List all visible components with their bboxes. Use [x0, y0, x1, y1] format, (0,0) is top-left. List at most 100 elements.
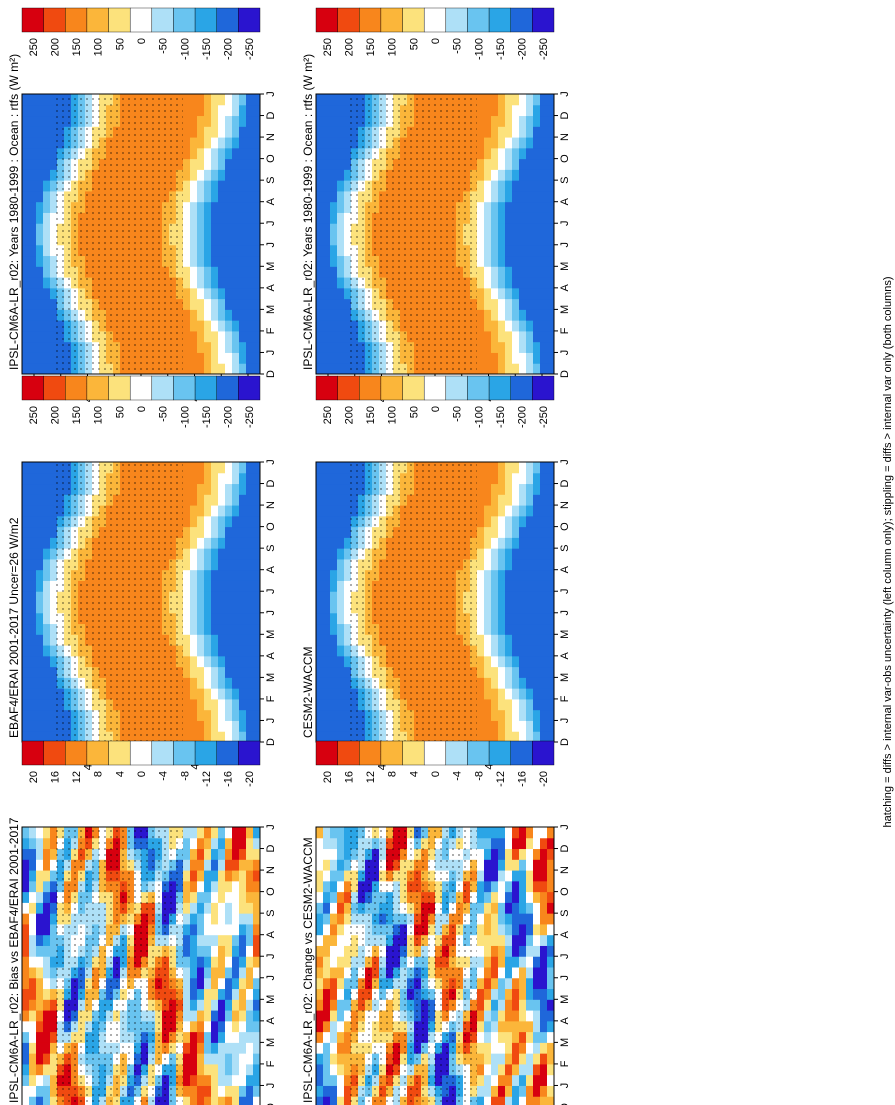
- heatmap-cell: [526, 515, 534, 528]
- heatmap-cell: [498, 655, 506, 668]
- heatmap-cell: [540, 137, 548, 149]
- heatmap-cell: [526, 341, 534, 353]
- heatmap-cell: [484, 709, 492, 721]
- heatmap-cell: [190, 569, 198, 581]
- heatmap-cell: [211, 537, 219, 549]
- heatmap-cell: [540, 104, 548, 117]
- heatmap-cell: [484, 580, 492, 592]
- heatmap-cell: [330, 548, 338, 560]
- heatmap-cell: [36, 126, 44, 138]
- heatmap-cell: [323, 967, 331, 979]
- heatmap-cell: [323, 169, 331, 181]
- heatmap-cell: [337, 462, 345, 474]
- heatmap-cell: [232, 526, 240, 538]
- heatmap-cell: [204, 494, 212, 506]
- heatmap-cell: [36, 902, 44, 914]
- heatmap-cell: [218, 320, 226, 332]
- heatmap-cell: [253, 1010, 261, 1022]
- heatmap-cell: [211, 244, 219, 257]
- heatmap-cell: [484, 352, 492, 364]
- heatmap-cell: [225, 902, 233, 914]
- heatmap-cell: [232, 612, 240, 625]
- heatmap-cell: [533, 190, 541, 203]
- heatmap-cell: [183, 212, 191, 224]
- heatmap-cell: [316, 859, 324, 871]
- heatmap-cell: [183, 234, 191, 246]
- heatmap-cell: [36, 526, 44, 538]
- heatmap-cell: [547, 180, 555, 192]
- heatmap-cell: [337, 655, 345, 668]
- heatmap-cell: [183, 352, 191, 364]
- heatmap-cell: [204, 612, 212, 625]
- heatmap-cell: [246, 330, 254, 343]
- heatmap-cell: [498, 104, 506, 117]
- heatmap-cell: [183, 923, 191, 936]
- heatmap-cell: [533, 612, 541, 625]
- month-tick-label: M: [265, 673, 277, 682]
- heatmap-cell: [337, 837, 345, 850]
- heatmap-cell: [519, 126, 527, 138]
- heatmap-cell: [239, 494, 247, 506]
- heatmap-cell: [316, 277, 324, 289]
- colorbar-swatch: [151, 375, 174, 401]
- heatmap-cell: [253, 988, 261, 1000]
- colorbar-swatch: [65, 7, 88, 33]
- heatmap-cell: [190, 1020, 198, 1033]
- heatmap-cell: [43, 859, 51, 871]
- heatmap-cell: [22, 462, 30, 474]
- colorbar-label: -200: [517, 406, 529, 428]
- heatmap-cell: [547, 126, 555, 138]
- heatmap-cell: [204, 720, 212, 732]
- heatmap-cell: [246, 234, 254, 246]
- heatmap-cell: [505, 505, 513, 517]
- heatmap-cell: [218, 1096, 226, 1105]
- heatmap-cell: [218, 558, 226, 571]
- heatmap-cell: [316, 483, 324, 495]
- heatmap-cell: [22, 988, 30, 1000]
- heatmap-cell: [316, 244, 324, 257]
- heatmap-cell: [498, 212, 506, 224]
- heatmap-cell: [190, 859, 198, 871]
- colorbar-swatch: [43, 740, 66, 766]
- heatmap-cell: [43, 591, 51, 603]
- heatmap-cell: [316, 363, 324, 375]
- heatmap-cell: [323, 223, 331, 235]
- heatmap-cell: [29, 190, 37, 203]
- heatmap-cell: [197, 287, 205, 300]
- heatmap-cell: [323, 363, 331, 375]
- heatmap-cell: [204, 709, 212, 721]
- heatmap-cell: [330, 234, 338, 246]
- heatmap-cell: [22, 1074, 30, 1086]
- heatmap-cell: [337, 212, 345, 224]
- colorbar-swatch: [238, 7, 261, 33]
- heatmap-cell: [204, 223, 212, 235]
- heatmap-cell: [197, 309, 205, 321]
- heatmap-cell: [232, 1053, 240, 1065]
- panel-ipsl-obs-period: 250 200 150 100 50 0 -50 -100 -150 -200 -250IPSL-C…: [7, 7, 277, 402]
- heatmap-cell: [253, 494, 261, 506]
- heatmap-cell: [505, 147, 513, 160]
- heatmap-cell: [218, 483, 226, 495]
- heatmap-cell: [505, 190, 513, 203]
- heatmap-cell: [190, 934, 198, 946]
- month-tick-label: S: [559, 544, 571, 551]
- colorbar-swatch: [129, 7, 153, 33]
- heatmap-cell: [533, 298, 541, 310]
- heatmap-cell: [197, 462, 205, 474]
- heatmap-cell: [197, 494, 205, 506]
- heatmap-cell: [218, 945, 226, 957]
- heatmap-cell: [239, 158, 247, 170]
- heatmap-cell: [204, 180, 212, 192]
- heatmap-cell: [533, 201, 541, 213]
- heatmap-cell: [218, 244, 226, 257]
- heatmap-cell: [323, 137, 331, 149]
- heatmap-cell: [218, 505, 226, 517]
- month-tick-label: J: [559, 242, 571, 248]
- heatmap-cell: [211, 634, 219, 646]
- heatmap-cell: [477, 462, 485, 474]
- heatmap-cell: [183, 298, 191, 310]
- heatmap-cell: [526, 158, 534, 170]
- heatmap-cell: [512, 94, 520, 106]
- heatmap-cell: [477, 655, 485, 668]
- heatmap-cell: [491, 462, 499, 474]
